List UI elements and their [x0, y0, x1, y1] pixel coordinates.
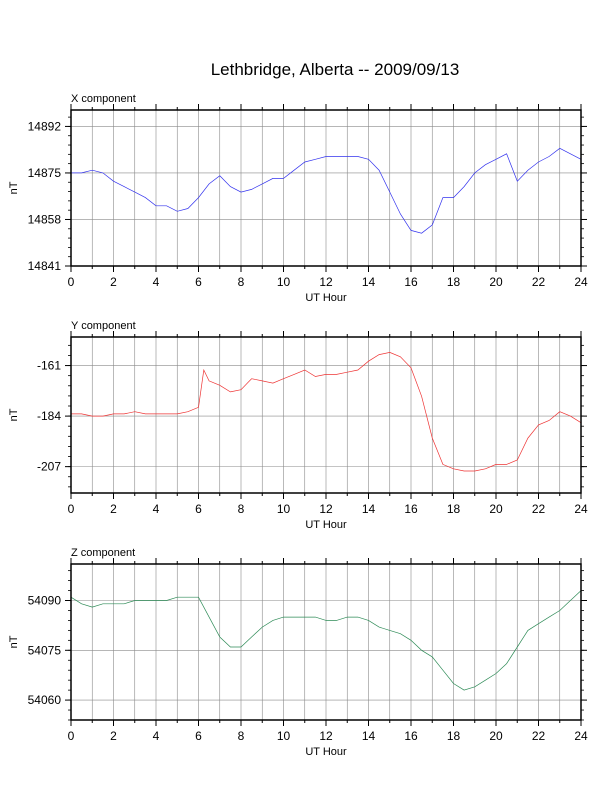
data-series-line: [70, 590, 582, 691]
x-tick-label: 24: [574, 502, 588, 516]
x-tick-label: 16: [404, 502, 418, 516]
x-tick-label: 18: [447, 502, 461, 516]
y-tick-labels: -161 -184 -207: [37, 359, 61, 474]
x-tick-label: 20: [489, 502, 503, 516]
tick-marks: [65, 104, 587, 272]
grid-lines: [71, 110, 581, 266]
panel-title: Z component: [71, 547, 135, 559]
y-tick-label: 54090: [28, 594, 62, 608]
x-tick-label: 20: [489, 729, 503, 743]
x-tick-label: 22: [532, 275, 546, 289]
x-tick-label: 18: [447, 729, 461, 743]
y-tick-labels: 14841 14858 14875 14892: [28, 119, 62, 273]
x-tick-label: 12: [319, 502, 333, 516]
x-tick-label: 8: [238, 502, 245, 516]
x-tick-label: 6: [195, 729, 202, 743]
x-axis-label: UT Hour: [305, 746, 347, 758]
x-tick-labels: 0 2 4 6 8 10 12 14 16 18 20 22 24: [68, 275, 588, 289]
x-tick-label: 10: [277, 275, 291, 289]
x-tick-label: 2: [110, 729, 117, 743]
y-tick-label: -207: [37, 460, 61, 474]
x-tick-label: 0: [68, 502, 75, 516]
x-tick-label: 10: [277, 729, 291, 743]
x-axis-label: UT Hour: [305, 519, 347, 531]
y-tick-label: -161: [37, 359, 61, 373]
x-tick-label: 0: [68, 729, 75, 743]
y-tick-label: -184: [37, 409, 61, 423]
y-tick-label: 14875: [28, 166, 62, 180]
x-tick-label: 12: [319, 275, 333, 289]
y-tick-label: 54075: [28, 643, 62, 657]
x-tick-labels: 0 2 4 6 8 10 12 14 16 18 20 22 24: [68, 729, 588, 743]
x-tick-label: 8: [238, 729, 245, 743]
panel-title: X component: [71, 93, 136, 105]
y-axis-label: nT: [8, 635, 20, 648]
x-tick-label: 0: [68, 275, 75, 289]
x-tick-label: 2: [110, 502, 117, 516]
y-tick-label: 14892: [28, 119, 62, 133]
grid-lines: [71, 564, 581, 720]
panel-title: Y component: [71, 320, 136, 332]
x-tick-label: 18: [447, 275, 461, 289]
x-tick-labels: 0 2 4 6 8 10 12 14 16 18 20 22 24: [68, 502, 588, 516]
x-tick-label: 6: [195, 275, 202, 289]
data-series-line: [71, 147, 582, 234]
x-tick-label: 14: [362, 275, 376, 289]
tick-marks: [65, 558, 587, 726]
x-tick-label: 24: [574, 275, 588, 289]
x-tick-label: 22: [532, 729, 546, 743]
x-tick-label: 16: [404, 275, 418, 289]
x-tick-label: 4: [153, 729, 160, 743]
x-tick-label: 6: [195, 502, 202, 516]
x-tick-label: 8: [238, 275, 245, 289]
x-tick-label: 24: [574, 729, 588, 743]
x-tick-label: 4: [153, 275, 160, 289]
x-tick-label: 2: [110, 275, 117, 289]
y-tick-label: 14858: [28, 212, 62, 226]
y-axis-label: nT: [8, 408, 20, 421]
panel-y-component: Y component -161-184-207 0 2 4 6 8 10 12 14 16 18…: [8, 320, 588, 531]
x-tick-label: 10: [277, 502, 291, 516]
x-tick-label: 22: [532, 502, 546, 516]
x-tick-label: 14: [362, 729, 376, 743]
x-tick-label: 12: [319, 729, 333, 743]
tick-marks: [65, 331, 587, 499]
y-axis-label: nT: [8, 181, 20, 194]
y-tick-label: 14841: [28, 259, 62, 273]
x-tick-label: 16: [404, 729, 418, 743]
y-tick-label: 54060: [28, 693, 62, 707]
y-tick-labels: 54090 54075 54060: [28, 594, 62, 708]
x-tick-label: 14: [362, 502, 376, 516]
figure-title: Lethbridge, Alberta -- 2009/09/13: [211, 60, 460, 79]
x-tick-label: 4: [153, 502, 160, 516]
x-tick-label: 20: [489, 275, 503, 289]
data-series-line: [71, 352, 582, 472]
grid-lines: [71, 337, 581, 493]
x-axis-label: UT Hour: [305, 292, 347, 304]
